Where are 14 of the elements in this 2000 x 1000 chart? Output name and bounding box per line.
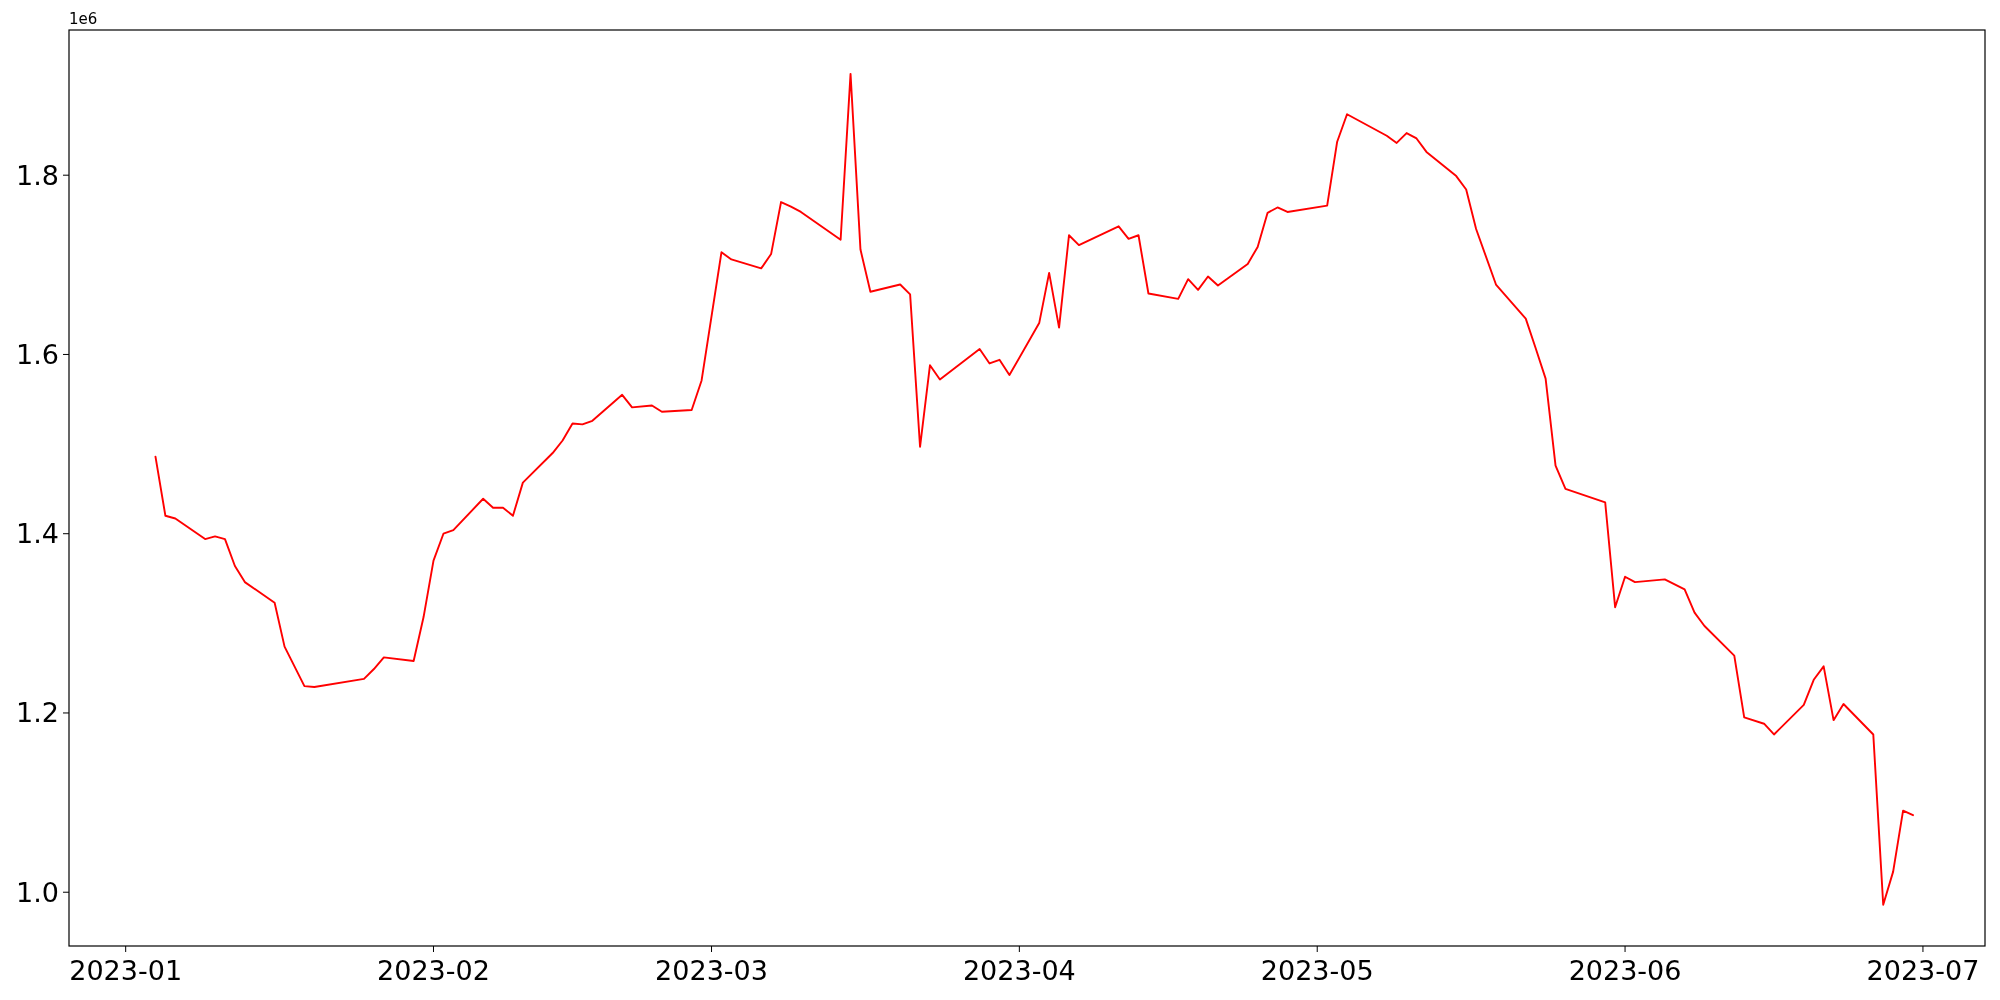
x-tick-label: 2023-03 xyxy=(655,955,768,986)
x-tick-label: 2023-06 xyxy=(1568,955,1682,986)
y-tick-label: 1.6 xyxy=(16,338,59,370)
y-tick-label: 1.8 xyxy=(16,159,59,191)
y-tick-label: 1.4 xyxy=(16,518,59,550)
x-tick-label: 2023-02 xyxy=(377,955,490,986)
x-tick-label: 2023-01 xyxy=(69,955,183,986)
text: 1e6 xyxy=(69,10,98,28)
x-tick-label: 2023-05 xyxy=(1260,955,1374,986)
line-series xyxy=(154,72,1914,906)
x-tick-label: 2023-07 xyxy=(1866,955,1980,986)
y-tick-label: 1.2 xyxy=(16,697,59,729)
y-tick-label: 1.0 xyxy=(16,876,59,908)
x-tick-label: 2023-04 xyxy=(962,955,1076,986)
